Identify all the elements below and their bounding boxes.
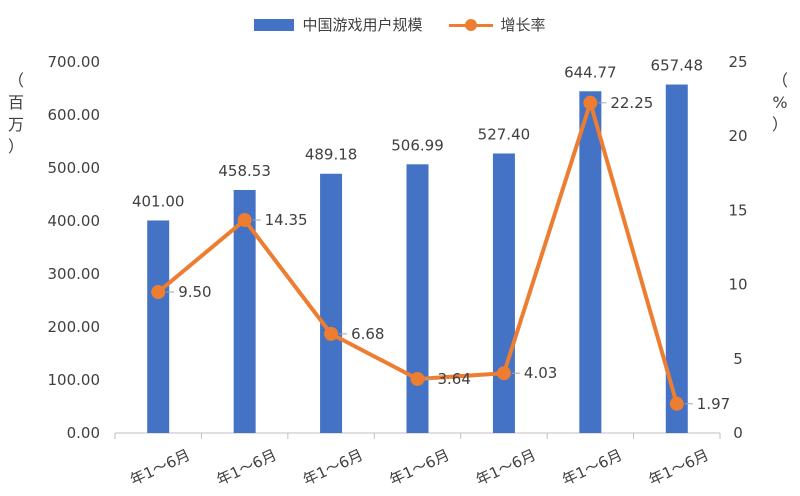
bars-layer [147,84,688,434]
growth-value-label: 6.68 [351,325,384,343]
growth-point [410,371,425,386]
growth-point [669,396,684,411]
bar [406,164,429,434]
right-axis-title: （ % ） [770,70,790,136]
bar-value-label: 458.53 [218,162,271,180]
bar [665,84,688,434]
growth-value-label: 22.25 [610,94,653,112]
bar [233,189,256,433]
chart-legend: 中国游戏用户规模 增长率 [0,14,800,35]
bar-value-label: 489.18 [305,146,358,164]
bar-value-label: 401.00 [132,192,185,210]
bar-value-label: 657.48 [651,57,704,75]
bar-value-label: 527.40 [478,125,531,143]
left-axis-title-char: ） [7,137,24,156]
x-category-label: 年1～6月 [387,446,453,489]
growth-value-label: 14.35 [265,211,308,229]
growth-point [583,95,598,110]
x-category-label: 年1～6月 [214,446,280,489]
y-left-tick-label: 100.00 [48,371,101,389]
line-layer [151,95,684,411]
growth-point [496,366,511,381]
bar [579,91,602,433]
y-left-tick-label: 700.00 [48,53,101,71]
y-right-tick-label: 25 [728,53,747,71]
growth-point [324,326,339,341]
bar-value-label: 644.77 [564,63,617,81]
bar [147,220,170,433]
x-category-label: 年1～6月 [559,446,625,489]
x-category-label: 年1～6月 [473,446,539,489]
legend-item-users: 中国游戏用户规模 [254,14,423,35]
y-left-tick-label: 500.00 [48,159,101,177]
growth-value-label: 4.03 [524,364,557,382]
left-axis-title-char: （ [7,71,24,90]
left-axis-title-char: 百 [7,93,24,112]
y-left-tick-label: 600.00 [48,106,101,124]
left-axis-title-char: 万 [7,115,24,134]
y-right-tick-label: 0 [733,424,743,442]
y-left-tick-label: 400.00 [48,212,101,230]
growth-point [237,213,252,228]
legend-item-growth: 增长率 [448,14,546,35]
legend-label-growth: 增长率 [500,16,546,34]
right-axis-title-char: （ [771,71,788,90]
bar [492,153,515,433]
growth-value-label: 1.97 [697,395,730,413]
legend-label-users: 中国游戏用户规模 [302,16,423,34]
y-left-tick-label: 200.00 [48,318,101,336]
x-category-label: 年1～6月 [300,446,366,489]
y-right-tick-label: 20 [728,127,747,145]
legend-swatch-line [448,18,493,31]
x-category-label: 年1～6月 [646,446,712,489]
y-right-tick-label: 10 [728,276,747,294]
legend-swatch-bar [254,18,295,31]
y-left-tick-label: 300.00 [48,265,101,283]
x-category-label: 年1～6月 [127,446,193,489]
y-right-tick-label: 15 [728,201,747,219]
right-axis-title-char: ） [771,115,788,134]
left-axis-title: （ 百 万 ） [6,70,26,158]
growth-value-label: 9.50 [178,283,211,301]
right-axis-title-char: % [772,93,788,112]
labels-layer: 401.00 458.53 489.18 506.99 527.40 644.77 657.… [132,57,730,413]
y-right-tick-label: 5 [733,350,743,368]
y-left-tick-label: 0.00 [67,424,100,442]
growth-value-label: 3.64 [438,370,471,388]
bar-value-label: 506.99 [391,136,444,154]
bar [320,173,343,433]
growth-point [151,285,166,300]
